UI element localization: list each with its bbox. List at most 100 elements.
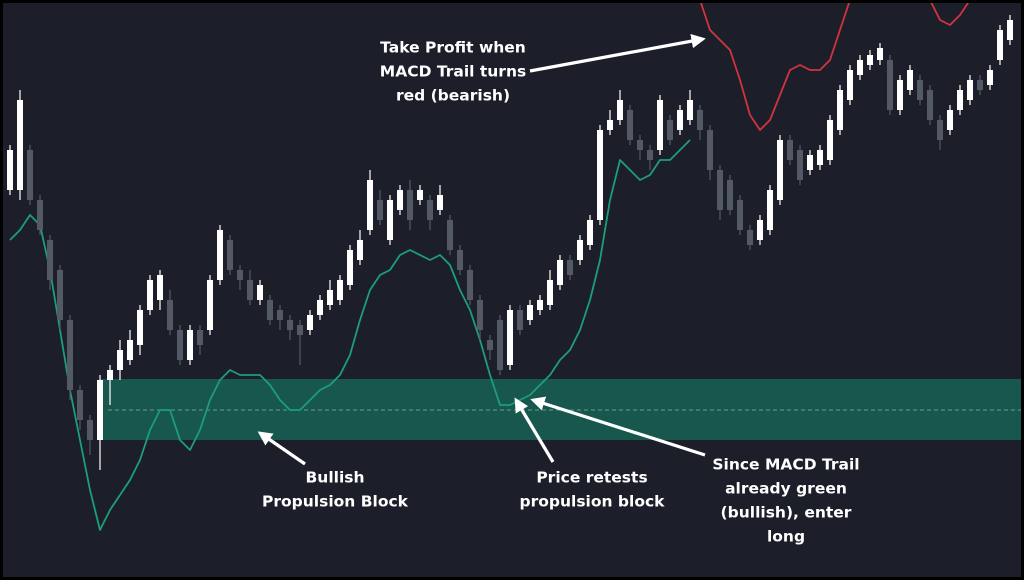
arrow	[514, 397, 555, 463]
candle-body	[447, 220, 453, 250]
candle-body	[627, 110, 633, 140]
candle-body	[377, 200, 383, 220]
candle-body	[107, 370, 113, 380]
arrows	[257, 34, 706, 466]
candle-body	[197, 330, 203, 345]
candle-body	[657, 100, 663, 150]
candle-body	[567, 260, 573, 275]
candle-body	[907, 70, 913, 90]
candle-body	[917, 80, 923, 100]
candle-body	[97, 380, 103, 440]
candle-body	[297, 325, 303, 335]
candle-body	[897, 80, 903, 110]
candle-body	[47, 240, 53, 280]
candle-body	[697, 110, 703, 130]
candle-body	[177, 330, 183, 360]
candle-body	[17, 100, 23, 190]
candle-body	[687, 100, 693, 120]
candle-body	[487, 340, 493, 350]
macd-trail	[700, 3, 970, 131]
candle-body	[977, 80, 983, 90]
candle-body	[237, 270, 243, 280]
plot-area	[7, 3, 1021, 531]
annotation-text: Price retests	[536, 469, 647, 487]
candle-body	[797, 150, 803, 180]
annotation-text: Bullish	[305, 469, 364, 487]
candle-body	[157, 275, 163, 300]
candle-body	[357, 240, 363, 260]
candle-body	[877, 48, 883, 60]
candle-body	[287, 320, 293, 330]
candle-body	[27, 150, 33, 200]
candle-body	[337, 280, 343, 300]
candle-body	[57, 270, 63, 320]
candle-body	[117, 350, 123, 370]
candle-body	[967, 80, 973, 100]
candle-body	[677, 110, 683, 130]
candle-body	[467, 270, 473, 300]
candle-body	[317, 300, 323, 315]
candle-body	[207, 280, 213, 330]
candle-body	[397, 190, 403, 210]
annotation-text: Propulsion Block	[262, 493, 409, 511]
candle-body	[537, 300, 543, 310]
candle-body	[707, 130, 713, 170]
candle-body	[497, 320, 503, 370]
candle-body	[837, 90, 843, 130]
candle-body	[667, 120, 673, 140]
candle-body	[227, 240, 233, 270]
annotation-text: Since MACD Trail	[712, 456, 859, 474]
candle-body	[997, 30, 1003, 60]
candle-body	[137, 310, 143, 345]
candle-body	[957, 90, 963, 110]
candle-body	[737, 200, 743, 230]
candle-body	[617, 100, 623, 120]
candle-body	[787, 140, 793, 160]
candle-body	[507, 310, 513, 365]
arrow	[529, 34, 706, 73]
candle-body	[807, 155, 813, 170]
candle-body	[847, 70, 853, 100]
annotation-text: Take Profit when	[380, 39, 526, 57]
candle-body	[477, 300, 483, 330]
candle-body	[757, 220, 763, 240]
candle-body	[147, 280, 153, 310]
candle-body	[77, 390, 83, 420]
candle-body	[67, 320, 73, 390]
annotation-text: MACD Trail turns	[380, 63, 526, 81]
candle-body	[887, 60, 893, 110]
candle-body	[557, 260, 563, 285]
candle-body	[577, 240, 583, 260]
candle-body	[187, 330, 193, 360]
candle-body	[87, 420, 93, 440]
candle-body	[547, 280, 553, 305]
candle-body	[1007, 20, 1013, 40]
candle-body	[387, 200, 393, 240]
candle-body	[947, 110, 953, 130]
candle-body	[717, 170, 723, 210]
candle-body	[527, 305, 533, 320]
candle-body	[347, 250, 353, 285]
candle-body	[247, 280, 253, 300]
candle-body	[867, 55, 873, 65]
candle-body	[727, 180, 733, 210]
candle-body	[417, 190, 423, 200]
candle-body	[257, 285, 263, 300]
candle-body	[647, 150, 653, 160]
candle-body	[327, 290, 333, 305]
candle-body	[857, 60, 863, 75]
candle-body	[817, 150, 823, 165]
candle-body	[517, 310, 523, 330]
candle-body	[37, 200, 43, 230]
candle-body	[277, 310, 283, 320]
candle-body	[927, 90, 933, 120]
annotation-text: already green	[725, 480, 847, 498]
candle-body	[217, 230, 223, 280]
candle-body	[7, 150, 13, 190]
candle-body	[307, 315, 313, 330]
annotation-text: long	[767, 528, 805, 546]
annotation-text: propulsion block	[519, 493, 665, 511]
